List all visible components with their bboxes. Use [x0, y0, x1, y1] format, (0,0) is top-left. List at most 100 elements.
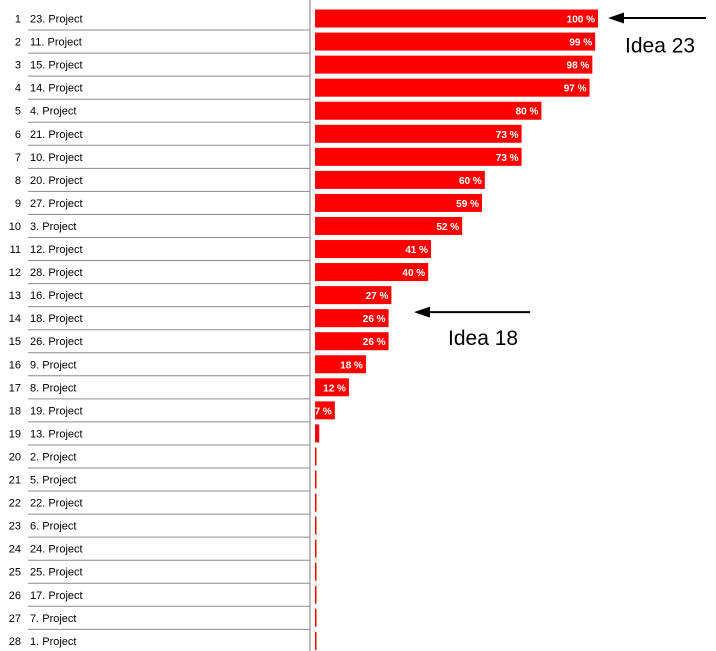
rank-label: 26 [9, 590, 21, 602]
category-label: 6. Project [30, 521, 76, 533]
arrowhead-icon [608, 12, 624, 24]
bar-value-label: 40 % [402, 268, 425, 279]
category-label: 13. Project [30, 428, 83, 440]
rank-label: 18 [9, 405, 21, 417]
annotation-idea-23: Idea 23 [625, 35, 695, 58]
bar [315, 562, 317, 581]
rank-label: 2 [15, 37, 21, 49]
bar-value-label: 12 % [323, 383, 346, 394]
category-label: 23. Project [30, 14, 83, 26]
rank-label: 24 [9, 544, 21, 556]
category-label: 21. Project [30, 129, 83, 141]
rank-label: 1 [15, 14, 21, 26]
rank-label: 8 [15, 175, 21, 187]
bar [315, 193, 482, 212]
bar [315, 170, 485, 189]
bar [315, 78, 590, 97]
bar [315, 263, 429, 282]
bar-value-label: 18 % [340, 360, 363, 371]
bar-value-label: 52 % [436, 222, 459, 233]
bar [315, 32, 596, 51]
category-label: 12. Project [30, 244, 83, 256]
rank-label: 27 [9, 613, 21, 625]
rank-label: 14 [9, 313, 21, 325]
bar [315, 309, 389, 328]
bar [315, 631, 317, 650]
bar-value-label: 98 % [567, 61, 590, 72]
bar [315, 447, 317, 466]
rank-label: 22 [9, 498, 21, 510]
bar-value-label: 26 % [363, 337, 386, 348]
annotation-idea-18: Idea 18 [448, 327, 518, 350]
rank-label: 17 [9, 382, 21, 394]
category-label: 16. Project [30, 290, 83, 302]
rank-label: 21 [9, 475, 21, 487]
bar [315, 55, 593, 74]
category-label: 18. Project [30, 313, 83, 325]
bar [315, 332, 389, 351]
bar [315, 608, 317, 627]
bar [315, 147, 522, 166]
bar-value-label: 73 % [496, 153, 519, 164]
bar [315, 9, 598, 28]
category-label: 14. Project [30, 83, 83, 95]
bar-value-label: 60 % [459, 176, 482, 187]
rank-label: 20 [9, 451, 21, 463]
rank-label: 5 [15, 106, 21, 118]
bar [315, 470, 317, 489]
bar [315, 240, 432, 259]
rank-label: 23 [9, 521, 21, 533]
bar-value-label: 7 % [315, 406, 332, 417]
bar [315, 124, 522, 143]
category-label: 1. Project [30, 636, 76, 648]
bar [315, 101, 542, 120]
bar-value-label: 26 % [363, 314, 386, 325]
category-label: 24. Project [30, 544, 83, 556]
category-label: 19. Project [30, 405, 83, 417]
category-label: 7. Project [30, 613, 76, 625]
bar-value-label: 80 % [516, 107, 539, 118]
bar [315, 378, 349, 397]
rank-label: 19 [9, 428, 21, 440]
bar [315, 424, 320, 443]
category-label: 9. Project [30, 359, 76, 371]
category-label: 8. Project [30, 382, 76, 394]
category-label: 4. Project [30, 106, 76, 118]
bar-value-label: 41 % [405, 245, 428, 256]
rank-label: 3 [15, 60, 21, 72]
rank-label: 10 [9, 221, 21, 233]
category-label: 11. Project [30, 37, 82, 49]
rank-label: 11 [10, 244, 21, 256]
category-label: 25. Project [30, 567, 83, 579]
rank-label: 6 [15, 129, 21, 141]
category-label: 22. Project [30, 498, 83, 510]
arrowhead-icon [414, 306, 430, 318]
category-label: 2. Project [30, 451, 76, 463]
bar-value-label: 97 % [564, 84, 587, 95]
bar [315, 493, 317, 512]
category-label: 10. Project [30, 152, 83, 164]
rank-label: 7 [15, 152, 21, 164]
category-label: 17. Project [30, 590, 83, 602]
category-label: 15. Project [30, 60, 83, 72]
category-label: 28. Project [30, 267, 83, 279]
bar-value-label: 27 % [366, 291, 389, 302]
bar-value-label: 73 % [496, 130, 519, 141]
category-label: 3. Project [30, 221, 76, 233]
bar [315, 286, 392, 305]
bar-value-label: 59 % [456, 199, 479, 210]
rank-label: 25 [9, 567, 21, 579]
bar-value-label: 100 % [567, 15, 595, 26]
category-label: 27. Project [30, 198, 83, 210]
category-label: 20. Project [30, 175, 83, 187]
rank-label: 4 [15, 83, 21, 95]
rank-label: 16 [9, 359, 21, 371]
category-label: 5. Project [30, 475, 76, 487]
rank-label: 12 [9, 267, 21, 279]
rank-label: 13 [9, 290, 21, 302]
bar [315, 216, 463, 235]
bar-value-label: 99 % [569, 38, 592, 49]
rank-label: 28 [9, 636, 21, 648]
